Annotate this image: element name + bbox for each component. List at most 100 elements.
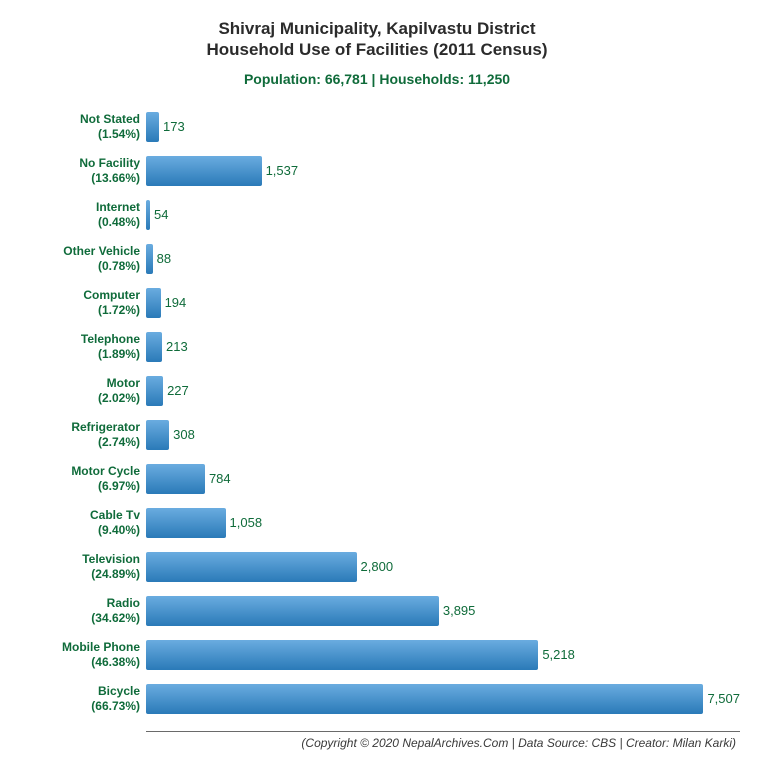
title-line-2: Household Use of Facilities (2011 Census… (14, 39, 740, 60)
plot-area: Not Stated(1.54%) 173 No Facility(13.66%) 1… (14, 105, 740, 732)
bar-track: 173 (146, 105, 740, 149)
bar (146, 112, 159, 142)
category-pct: (0.78%) (14, 259, 140, 273)
bar-row: Refrigerator(2.74%) 308 (14, 413, 740, 457)
bar-value: 1,537 (266, 163, 299, 178)
category-pct: (24.89%) (14, 567, 140, 581)
category-pct: (0.48%) (14, 215, 140, 229)
category-name: Other Vehicle (63, 244, 140, 258)
category-pct: (2.02%) (14, 391, 140, 405)
category-label: No Facility(13.66%) (14, 156, 146, 185)
bar-value: 3,895 (443, 603, 476, 618)
bar-track: 784 (146, 457, 740, 501)
category-pct: (1.54%) (14, 127, 140, 141)
bar (146, 640, 538, 670)
bar-row: Motor Cycle(6.97%) 784 (14, 457, 740, 501)
category-name: Mobile Phone (62, 640, 140, 654)
bar-value: 88 (157, 251, 171, 266)
bar-row: Computer(1.72%) 194 (14, 281, 740, 325)
bar-value: 173 (163, 119, 185, 134)
bar-value: 194 (165, 295, 187, 310)
bar-value: 54 (154, 207, 168, 222)
bar-row: Internet(0.48%) 54 (14, 193, 740, 237)
bar-value: 1,058 (230, 515, 263, 530)
category-pct: (9.40%) (14, 523, 140, 537)
bar (146, 200, 150, 230)
bar (146, 464, 205, 494)
category-label: Not Stated(1.54%) (14, 112, 146, 141)
category-pct: (6.97%) (14, 479, 140, 493)
category-label: Refrigerator(2.74%) (14, 420, 146, 449)
category-name: Television (82, 552, 140, 566)
category-label: Bicycle(66.73%) (14, 684, 146, 713)
bar (146, 552, 357, 582)
category-name: Cable Tv (90, 508, 140, 522)
category-label: Motor(2.02%) (14, 376, 146, 405)
bar-value: 2,800 (361, 559, 394, 574)
category-name: Motor Cycle (71, 464, 140, 478)
bar-value: 784 (209, 471, 231, 486)
footer-credit: (Copyright © 2020 NepalArchives.Com | Da… (14, 736, 740, 750)
bar-track: 227 (146, 369, 740, 413)
bar (146, 156, 262, 186)
bar-row: No Facility(13.66%) 1,537 (14, 149, 740, 193)
bar (146, 508, 226, 538)
bar-row: Cable Tv(9.40%) 1,058 (14, 501, 740, 545)
bar-value: 5,218 (542, 647, 575, 662)
bar-track: 1,537 (146, 149, 740, 193)
bar-row: Motor(2.02%) 227 (14, 369, 740, 413)
bar-row: Not Stated(1.54%) 173 (14, 105, 740, 149)
bar-value: 7,507 (707, 691, 740, 706)
bar-track: 194 (146, 281, 740, 325)
category-name: Computer (83, 288, 140, 302)
title-block: Shivraj Municipality, Kapilvastu Distric… (14, 18, 740, 87)
category-name: Bicycle (98, 684, 140, 698)
bar (146, 596, 439, 626)
category-pct: (34.62%) (14, 611, 140, 625)
bar-track: 1,058 (146, 501, 740, 545)
bar-row: Other Vehicle(0.78%) 88 (14, 237, 740, 281)
category-label: Telephone(1.89%) (14, 332, 146, 361)
category-label: Radio(34.62%) (14, 596, 146, 625)
category-pct: (2.74%) (14, 435, 140, 449)
category-pct: (13.66%) (14, 171, 140, 185)
category-label: Mobile Phone(46.38%) (14, 640, 146, 669)
category-name: Motor (107, 376, 140, 390)
category-label: Cable Tv(9.40%) (14, 508, 146, 537)
bar-track: 3,895 (146, 589, 740, 633)
bar (146, 288, 161, 318)
bar-track: 2,800 (146, 545, 740, 589)
category-name: Refrigerator (71, 420, 140, 434)
bar-row: Television(24.89%) 2,800 (14, 545, 740, 589)
bar-track: 7,507 (146, 677, 740, 721)
bar-value: 308 (173, 427, 195, 442)
category-label: Computer(1.72%) (14, 288, 146, 317)
bar (146, 332, 162, 362)
bar-row: Telephone(1.89%)213 (14, 325, 740, 369)
category-pct: (1.89%) (14, 347, 140, 361)
title-line-1: Shivraj Municipality, Kapilvastu Distric… (14, 18, 740, 39)
category-name: Radio (107, 596, 140, 610)
bar-value: 227 (167, 383, 189, 398)
subtitle: Population: 66,781 | Households: 11,250 (14, 71, 740, 87)
bar-row: Mobile Phone(46.38%) 5,218 (14, 633, 740, 677)
bar-track: 213 (146, 325, 740, 369)
bar-track: 5,218 (146, 633, 740, 677)
bar-row: Radio(34.62%) 3,895 (14, 589, 740, 633)
category-name: No Facility (79, 156, 140, 170)
chart-container: Shivraj Municipality, Kapilvastu Distric… (0, 0, 768, 768)
category-pct: (66.73%) (14, 699, 140, 713)
category-label: Other Vehicle(0.78%) (14, 244, 146, 273)
bar-row: Bicycle(66.73%) 7,507 (14, 677, 740, 721)
category-pct: (1.72%) (14, 303, 140, 317)
bar-track: 308 (146, 413, 740, 457)
bar-track: 88 (146, 237, 740, 281)
category-pct: (46.38%) (14, 655, 140, 669)
category-label: Motor Cycle(6.97%) (14, 464, 146, 493)
bar (146, 376, 163, 406)
bar-track: 54 (146, 193, 740, 237)
category-name: Telephone (81, 332, 140, 346)
bar (146, 244, 153, 274)
bar (146, 684, 703, 714)
category-name: Internet (96, 200, 140, 214)
